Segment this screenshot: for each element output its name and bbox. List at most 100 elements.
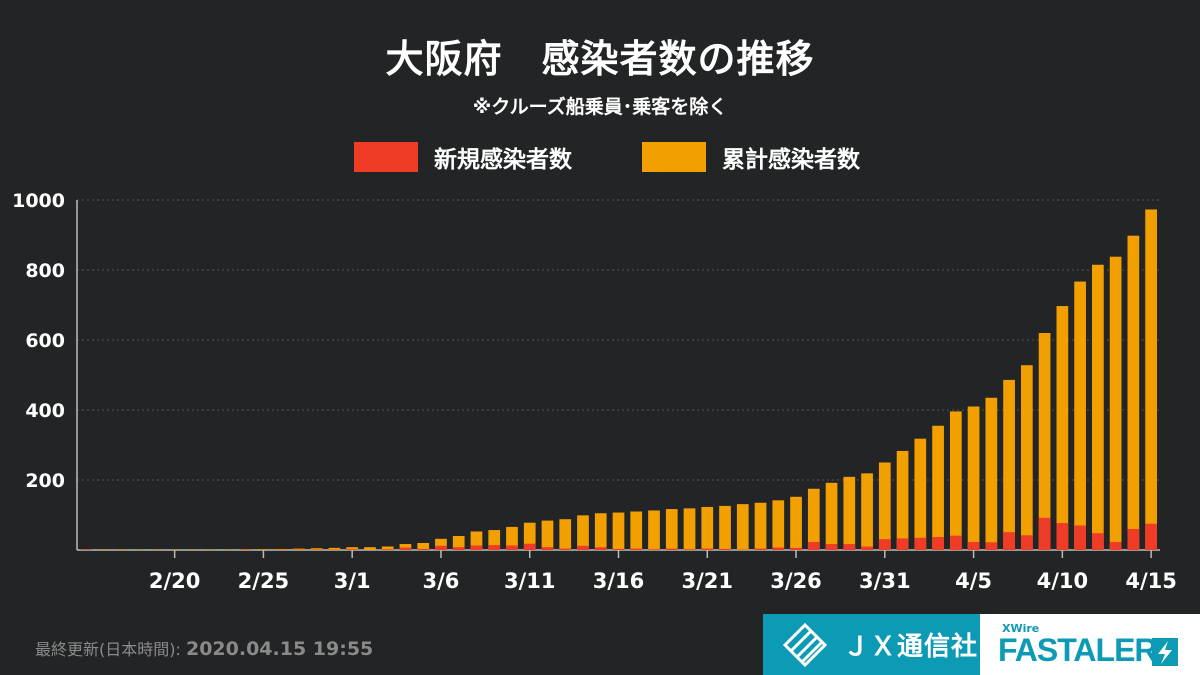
bar-cumulative [701, 506, 714, 550]
bar-cumulative [1074, 281, 1086, 550]
bar-new [825, 544, 838, 550]
bar-cumulative [594, 513, 607, 550]
bar-cumulative [914, 438, 927, 550]
x-tick-label: 4/15 [1125, 569, 1177, 593]
bar-new [470, 545, 483, 550]
bar-cumulative [506, 526, 518, 550]
bar-cumulative [612, 512, 625, 550]
bar-new [967, 541, 980, 550]
x-tick-label: 3/16 [593, 569, 645, 593]
fastalert-xwire: XWire [1002, 622, 1040, 635]
x-tick-label: 4/5 [955, 569, 992, 593]
bar-new [541, 547, 554, 550]
legend-item-cumulative: 累計感染者数 [642, 140, 860, 174]
legend: 新規感染者数 累計感染者数 [0, 140, 1200, 174]
bar-cumulative [364, 547, 376, 550]
bar-cumulative [878, 462, 891, 550]
x-tick-label: 3/1 [334, 569, 371, 593]
bar-new [861, 546, 873, 550]
bar-new [435, 545, 447, 550]
bar-cumulative [949, 411, 962, 550]
x-tick-label: 2/20 [149, 569, 201, 593]
chart-subtitle: ※クルーズ船乗員･乗客を除く [472, 96, 728, 118]
bar-cumulative [719, 505, 731, 550]
jx-name: ＪＸ通信社 [843, 632, 979, 662]
bar-cumulative [399, 544, 412, 550]
bar-cumulative [932, 425, 944, 550]
bar-cumulative [648, 510, 660, 550]
bar-new [346, 549, 359, 550]
bar-cumulative [275, 548, 288, 550]
y-tick-label: 800 [25, 260, 65, 282]
bar-cumulative [577, 515, 589, 550]
bar-new [1003, 532, 1015, 550]
bar-new [1145, 523, 1157, 550]
bar-cumulative [435, 538, 447, 550]
chart-title: 大阪府 感染者数の推移 [385, 37, 815, 81]
bar-new [417, 548, 430, 550]
bar-cumulative [541, 520, 554, 550]
bar-cumulative [257, 549, 270, 550]
bar-cumulative [825, 482, 838, 550]
bar-new [772, 547, 785, 550]
bar-cumulative [559, 519, 572, 550]
bar-new [683, 549, 696, 550]
bar-cumulative [417, 543, 430, 550]
bar-new [754, 548, 767, 550]
x-tick-label: 4/10 [1037, 569, 1089, 593]
bar-new [807, 541, 820, 550]
bar-cumulative [861, 473, 873, 550]
legend-item-new-cases: 新規感染者数 [354, 140, 572, 174]
bar-new [719, 548, 731, 550]
bar-cumulative [1145, 209, 1157, 550]
bar-new [648, 549, 660, 550]
bar-new [878, 539, 891, 550]
last-updated: 最終更新(日本時間): 2020.04.15 19:55 [35, 636, 373, 660]
bar-new [1092, 533, 1104, 550]
last-updated-value: 2020.04.15 19:55 [185, 638, 374, 660]
bar-cumulative [1127, 235, 1140, 550]
bar-new [488, 545, 501, 550]
legend-swatch-cumulative [642, 142, 706, 172]
bar-cumulative [967, 406, 980, 550]
bar-new [523, 543, 536, 550]
bar-new [399, 547, 412, 550]
bar-cumulative [665, 509, 678, 550]
bar-cumulative [843, 476, 856, 550]
x-tick-label: 2/25 [238, 569, 290, 593]
bar-new [630, 548, 643, 550]
bar-new [1056, 523, 1069, 550]
bar-cumulative [985, 397, 998, 550]
legend-label-cumulative: 累計感染者数 [722, 147, 860, 173]
bar-new [1109, 541, 1122, 550]
bar-cumulative [754, 502, 767, 550]
last-updated-label: 最終更新(日本時間): [35, 640, 181, 659]
bar-cumulative [790, 496, 802, 550]
bar-new [701, 548, 714, 550]
bar-new [914, 537, 927, 550]
jx-logo-icon [782, 622, 828, 667]
bar-cumulative [1056, 306, 1069, 550]
bar-new [577, 545, 589, 550]
bar-new [381, 549, 394, 550]
x-tick-label: 3/31 [859, 569, 911, 593]
bar-cumulative [523, 522, 536, 550]
bar-new [506, 545, 518, 550]
bar-new [1127, 529, 1140, 550]
y-tick-label: 200 [25, 470, 65, 492]
bar-new [665, 548, 678, 550]
x-tick-label: 3/21 [682, 569, 734, 593]
jx-branding: ＪＸ通信社 [763, 614, 980, 675]
y-tick-label: 400 [25, 400, 65, 422]
bar-cumulative [1020, 365, 1033, 550]
bar-cumulative [488, 530, 501, 550]
bar-new [790, 547, 802, 550]
bar-cumulative [630, 511, 643, 550]
bar-cumulative [896, 450, 909, 550]
bar-cumulative [293, 548, 305, 550]
bar-cumulative [328, 547, 341, 550]
x-tick-label: 3/11 [504, 569, 556, 593]
bar-cumulative [1038, 333, 1051, 550]
bar-new [985, 542, 998, 550]
x-tick-label: 3/26 [770, 569, 822, 593]
